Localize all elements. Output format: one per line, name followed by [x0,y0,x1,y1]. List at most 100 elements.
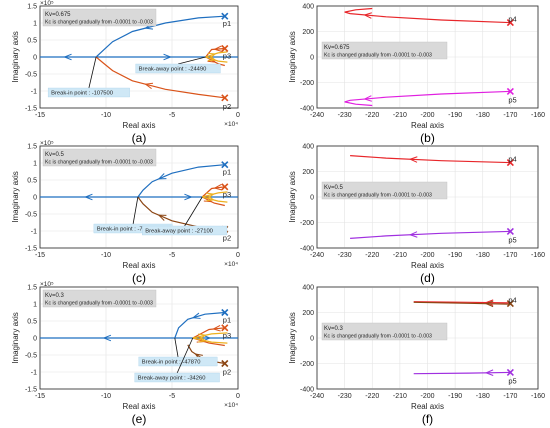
pole-label-p5: p5 [508,376,516,385]
pole-marker [221,94,229,102]
x-tick-label: -220 [365,112,379,119]
panel-label: (c) [132,271,146,285]
pole-label-p3: p3 [223,331,231,340]
y-tick-label: -400 [300,106,314,113]
direction-arrow [198,336,207,343]
y-tick-label: 0 [33,55,37,62]
y-tick-label: 0 [33,195,37,202]
y-axis-label: Imaginary axis [288,171,297,223]
direction-arrow [363,12,372,19]
x-tick-label: -240 [310,252,324,259]
callout-box [135,63,221,74]
x-tick-label: -10 [101,112,111,119]
locus-series-6 [205,56,225,67]
locus-series-5 [201,186,225,198]
pole-label-p2: p2 [223,102,231,111]
x-tick-label: -5 [169,252,175,259]
pole-marker [506,87,514,95]
panel-label: (b) [420,131,435,145]
pole-label-p2: p2 [223,368,231,377]
y-tick-label: 1.5 [27,285,37,292]
x-tick-label: -5 [169,393,175,400]
locus-series-1 [95,15,225,58]
y-tick-label: -1.5 [25,387,37,394]
pole-marker [221,12,229,20]
kc-annotation: Kc is changed gradually from -0.0001 to … [45,301,153,307]
pole-marker [506,300,514,308]
direction-arrow [144,82,154,90]
kv-annotation: Kv=0.3 [324,326,344,332]
callout-leader [177,56,206,65]
y-scale-label: ×10⁵ [40,281,54,288]
x-tick-label: 0 [236,252,240,259]
direction-arrow [213,183,223,191]
direction-arrow [157,173,167,180]
locus-series-4 [95,56,225,99]
locus-series-1 [344,7,511,24]
x-tick-label: -170 [503,112,517,119]
callout-text: Break-in point : -107500 [51,91,113,97]
kc-annotation: Kc is changed gradually from -0.0001 to … [324,53,432,59]
chart-panel-5: -15 -10 -5 0 -1.5 -1 -0.5 0 0.5 1 1.5 ×10⁵ ×10⁴ Real … [11,281,240,426]
callout-box [47,87,130,98]
locus-series-3 [413,371,511,375]
callout-text: Break-away point : -34260 [138,376,206,382]
direction-arrow [484,369,494,376]
x-tick-label: -210 [393,112,407,119]
locus-series-2 [344,90,511,107]
callout-text: Break-away point : -27100 [145,229,213,235]
pole-label-p4: p4 [508,15,516,24]
locus-series-2 [413,301,511,305]
y-scale-label: ×10⁵ [40,0,54,7]
kc-annotation: Kc is changed gradually from -0.0001 to … [45,20,153,26]
pole-label-p4: p4 [508,296,516,305]
series-group [40,15,238,99]
y-axis-label: Imaginary axis [11,171,20,223]
callout-leader [88,56,97,89]
x-scale-label: ×10⁴ [224,402,238,409]
pole-label-p4: p4 [508,155,516,164]
panel-label: (e) [132,412,147,426]
direction-arrow [191,312,201,319]
y-tick-label: -1 [31,370,37,377]
series-group [40,311,238,365]
pole-marker [221,183,229,191]
y-tick-label: -1.5 [25,106,37,113]
x-axis-label: Real axis [123,121,156,130]
pole-marker [506,159,514,167]
y-tick-label: 1 [33,302,37,309]
pole-label-p3: p3 [223,52,231,61]
y-tick-label: 0.5 [27,319,37,326]
x-tick-label: -170 [503,252,517,259]
y-tick-label: -0.5 [25,72,37,79]
pole-label-p1: p1 [223,168,231,177]
direction-arrow [212,325,221,332]
locus-series-8 [202,196,228,203]
x-tick-label: -10 [101,252,111,259]
y-tick-label: -1 [31,229,37,236]
direction-arrow [207,54,217,62]
pole-marker [506,19,514,27]
x-tick-label: -180 [476,112,490,119]
direction-arrow [184,193,193,201]
callout-box [134,372,220,383]
x-tick-label: -200 [420,252,434,259]
direction-arrow [206,195,215,202]
y-tick-label: 1 [33,21,37,28]
x-axis-label: Real axis [411,402,444,411]
kc-annotation: Kc is changed gradually from -0.0001 to … [324,193,432,199]
x-tick-label: 0 [236,393,240,400]
y-axis-label: Imaginary axis [288,31,297,83]
locus-series-2 [350,230,511,239]
locus-series-1 [174,311,225,339]
locus-series-1 [350,155,511,164]
locus-series-8 [205,56,228,63]
x-tick-label: -240 [310,112,324,119]
pole-label-p5: p5 [508,235,516,244]
y-tick-label: 200 [302,310,314,317]
y-tick-label: 1 [33,161,37,168]
y-tick-label: 400 [302,144,314,151]
series-group [344,7,511,107]
y-tick-label: 0.5 [27,38,37,45]
direction-arrow [202,334,212,342]
